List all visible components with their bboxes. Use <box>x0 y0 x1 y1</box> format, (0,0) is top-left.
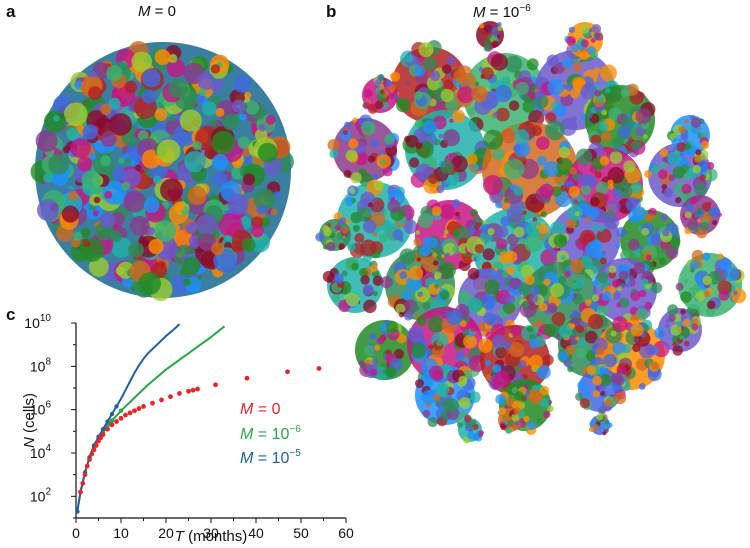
x-tick-label: 30 <box>203 525 219 541</box>
panel-title-a: M = 0 <box>138 3 176 20</box>
data-point-m0 <box>132 408 137 414</box>
data-point-m0 <box>87 457 92 462</box>
series-line-m1e6 <box>76 325 226 512</box>
chart-series <box>75 323 322 514</box>
data-point-m0 <box>118 415 124 421</box>
data-point-m0 <box>136 406 142 411</box>
data-point-m0 <box>316 366 322 371</box>
y-axis-label: N (cells) <box>21 393 38 448</box>
data-point-m1e6 <box>109 418 115 423</box>
data-point-m1e5 <box>114 404 119 409</box>
data-point-m0 <box>123 412 128 418</box>
x-tick-label: 50 <box>293 525 309 541</box>
data-point-m1e6 <box>118 408 124 413</box>
x-axis-label: T (months) <box>175 528 248 545</box>
y-tick-label: 106 <box>30 400 52 418</box>
data-point-m1e5 <box>100 426 106 432</box>
data-point-m0 <box>100 432 106 437</box>
data-point-m0 <box>114 419 119 424</box>
data-point-m0 <box>150 400 155 406</box>
data-point-m0 <box>127 410 133 416</box>
data-point-m0 <box>141 404 146 409</box>
legend-entry-m1e5: M = 10−5 <box>240 448 301 467</box>
panel-letter-c: c <box>6 305 16 324</box>
data-point-m0 <box>78 489 83 495</box>
data-point-m0 <box>109 422 115 428</box>
data-point-m1e5 <box>109 411 115 417</box>
chart-axes: 0 10 20 30 40 50 60 102 104 106 108 1010 T (months) N… <box>21 313 354 545</box>
panel-letter-b: b <box>326 2 337 21</box>
chart-legend: M = 0 M = 10−6 M = 10−5 <box>240 401 301 467</box>
data-point-m0 <box>213 382 218 388</box>
x-tick-label: 60 <box>338 525 354 541</box>
data-point-m0 <box>190 387 196 393</box>
data-point-m0 <box>159 397 164 403</box>
x-tick-label: 40 <box>248 525 264 541</box>
data-point-m0 <box>177 391 182 396</box>
data-point-m0 <box>186 388 191 394</box>
legend-entry-m1e6: M = 10−6 <box>240 424 301 443</box>
tumour-sphere-m0 <box>30 41 294 302</box>
panel-title-a-rest: = 0 <box>150 3 176 20</box>
y-tick-label: 102 <box>30 486 52 504</box>
panel-title-b-rest: = 10 <box>485 4 520 21</box>
data-point-m0 <box>84 463 90 469</box>
panel-letter-a: a <box>6 2 16 21</box>
panel-title-b-var: M <box>473 4 486 21</box>
tumour-cluster-m1e-6 <box>315 21 747 444</box>
data-point-m0 <box>89 451 95 457</box>
data-point-m1e5 <box>105 419 110 424</box>
data-point-m0 <box>285 369 290 375</box>
panel-title-a-var: M <box>138 3 151 20</box>
data-point-m0 <box>195 386 200 392</box>
data-point-m0 <box>80 480 86 486</box>
y-tick-label: 108 <box>30 356 52 374</box>
data-point-m0 <box>244 375 250 381</box>
y-tick-label: 1010 <box>24 313 51 331</box>
data-point-m1e5 <box>75 509 80 514</box>
x-tick-label: 20 <box>158 525 174 541</box>
legend-entry-m0: M = 0 <box>240 401 281 418</box>
panel-title-b-exp: −6 <box>519 3 531 14</box>
data-point-m0 <box>105 426 110 432</box>
series-line-m1e5 <box>76 323 181 512</box>
x-tick-label: 0 <box>72 525 80 541</box>
y-tick-label: 104 <box>30 443 52 461</box>
data-point-m0 <box>93 443 99 448</box>
data-point-m0 <box>82 472 88 478</box>
data-point-m0 <box>168 394 173 400</box>
panel-title-b: M = 10−6 <box>473 3 531 21</box>
data-point-m0 <box>91 447 97 453</box>
x-tick-label: 10 <box>113 525 129 541</box>
